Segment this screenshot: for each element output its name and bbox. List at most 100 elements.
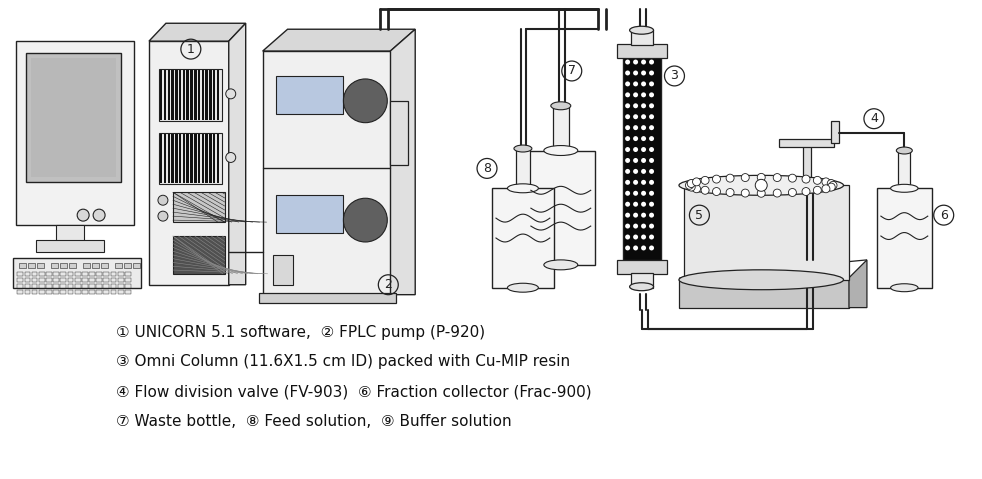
Bar [61, 278, 66, 282]
Circle shape [649, 180, 654, 185]
Circle shape [641, 70, 646, 76]
Circle shape [829, 182, 837, 189]
Circle shape [633, 114, 638, 119]
Circle shape [649, 125, 654, 130]
Circle shape [641, 158, 646, 163]
Ellipse shape [514, 145, 532, 152]
Ellipse shape [897, 147, 912, 154]
Bar [133, 263, 140, 268]
Bar [25, 278, 30, 282]
Circle shape [641, 169, 646, 174]
Circle shape [633, 224, 638, 228]
Bar [20, 263, 27, 268]
Bar [262, 51, 390, 295]
Ellipse shape [679, 270, 844, 290]
Text: 1: 1 [187, 43, 194, 56]
Circle shape [633, 235, 638, 240]
Bar [164, 70, 166, 120]
Circle shape [692, 178, 700, 186]
Bar [118, 290, 124, 294]
Circle shape [813, 176, 821, 184]
Bar [175, 134, 178, 183]
Bar [39, 290, 44, 294]
Bar [187, 134, 189, 183]
Circle shape [633, 191, 638, 196]
Circle shape [641, 202, 646, 207]
Bar [175, 70, 178, 120]
Circle shape [641, 180, 646, 185]
Bar [68, 272, 74, 276]
Bar [553, 106, 569, 153]
Circle shape [633, 169, 638, 174]
Bar [194, 134, 196, 183]
Bar [877, 188, 932, 288]
Bar [191, 134, 192, 183]
Bar [111, 284, 117, 288]
Circle shape [626, 224, 630, 228]
Bar [46, 290, 52, 294]
Circle shape [226, 89, 236, 99]
Bar [39, 272, 44, 276]
Bar [82, 290, 87, 294]
Bar [46, 272, 52, 276]
Bar [684, 185, 849, 280]
Text: ① UNICORN 5.1 software,  ② FPLC pump (P-920): ① UNICORN 5.1 software, ② FPLC pump (P-9… [116, 324, 485, 340]
Polygon shape [390, 29, 415, 295]
Circle shape [827, 183, 836, 191]
Bar [83, 263, 90, 268]
Bar [46, 278, 52, 282]
Circle shape [633, 180, 638, 185]
Circle shape [633, 213, 638, 217]
Text: 4: 4 [870, 112, 878, 125]
Circle shape [757, 173, 765, 182]
Bar [37, 263, 44, 268]
Bar [53, 272, 59, 276]
Bar [149, 41, 229, 285]
Circle shape [802, 175, 810, 183]
Bar [25, 284, 30, 288]
Bar [27, 53, 121, 182]
Bar [173, 192, 225, 222]
Bar [61, 284, 66, 288]
Bar [53, 290, 59, 294]
Bar [18, 278, 24, 282]
Circle shape [641, 103, 646, 108]
Circle shape [649, 169, 654, 174]
Circle shape [757, 189, 765, 197]
Bar [209, 134, 212, 183]
Text: 2: 2 [384, 278, 392, 291]
Bar [171, 134, 174, 183]
Circle shape [641, 59, 646, 65]
Bar [159, 69, 222, 121]
Bar [124, 263, 131, 268]
Circle shape [641, 245, 646, 251]
Circle shape [626, 235, 630, 240]
Circle shape [641, 213, 646, 217]
Bar [213, 134, 215, 183]
Bar [831, 121, 839, 143]
Bar [803, 140, 811, 190]
Bar [18, 290, 24, 294]
Polygon shape [149, 23, 246, 41]
Bar [680, 278, 849, 308]
Circle shape [626, 125, 630, 130]
Bar [89, 272, 95, 276]
Circle shape [773, 173, 782, 182]
Bar [75, 290, 81, 294]
Bar [617, 44, 667, 58]
Bar [173, 236, 225, 274]
Circle shape [641, 235, 646, 240]
Bar [179, 70, 182, 120]
Bar [209, 70, 212, 120]
Circle shape [641, 92, 646, 97]
Bar [630, 273, 653, 288]
Bar [183, 70, 186, 120]
Circle shape [649, 245, 654, 251]
Circle shape [641, 147, 646, 152]
Circle shape [633, 202, 638, 207]
Circle shape [789, 174, 796, 182]
Bar [217, 70, 219, 120]
Text: 6: 6 [940, 209, 948, 222]
Bar [75, 284, 81, 288]
Bar [31, 278, 37, 282]
